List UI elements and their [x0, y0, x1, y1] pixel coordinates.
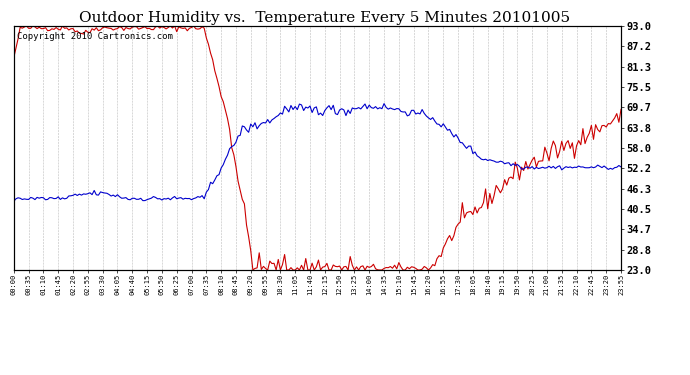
Text: Copyright 2010 Cartronics.com: Copyright 2010 Cartronics.com	[17, 32, 172, 41]
Text: Outdoor Humidity vs.  Temperature Every 5 Minutes 20101005: Outdoor Humidity vs. Temperature Every 5…	[79, 11, 570, 25]
